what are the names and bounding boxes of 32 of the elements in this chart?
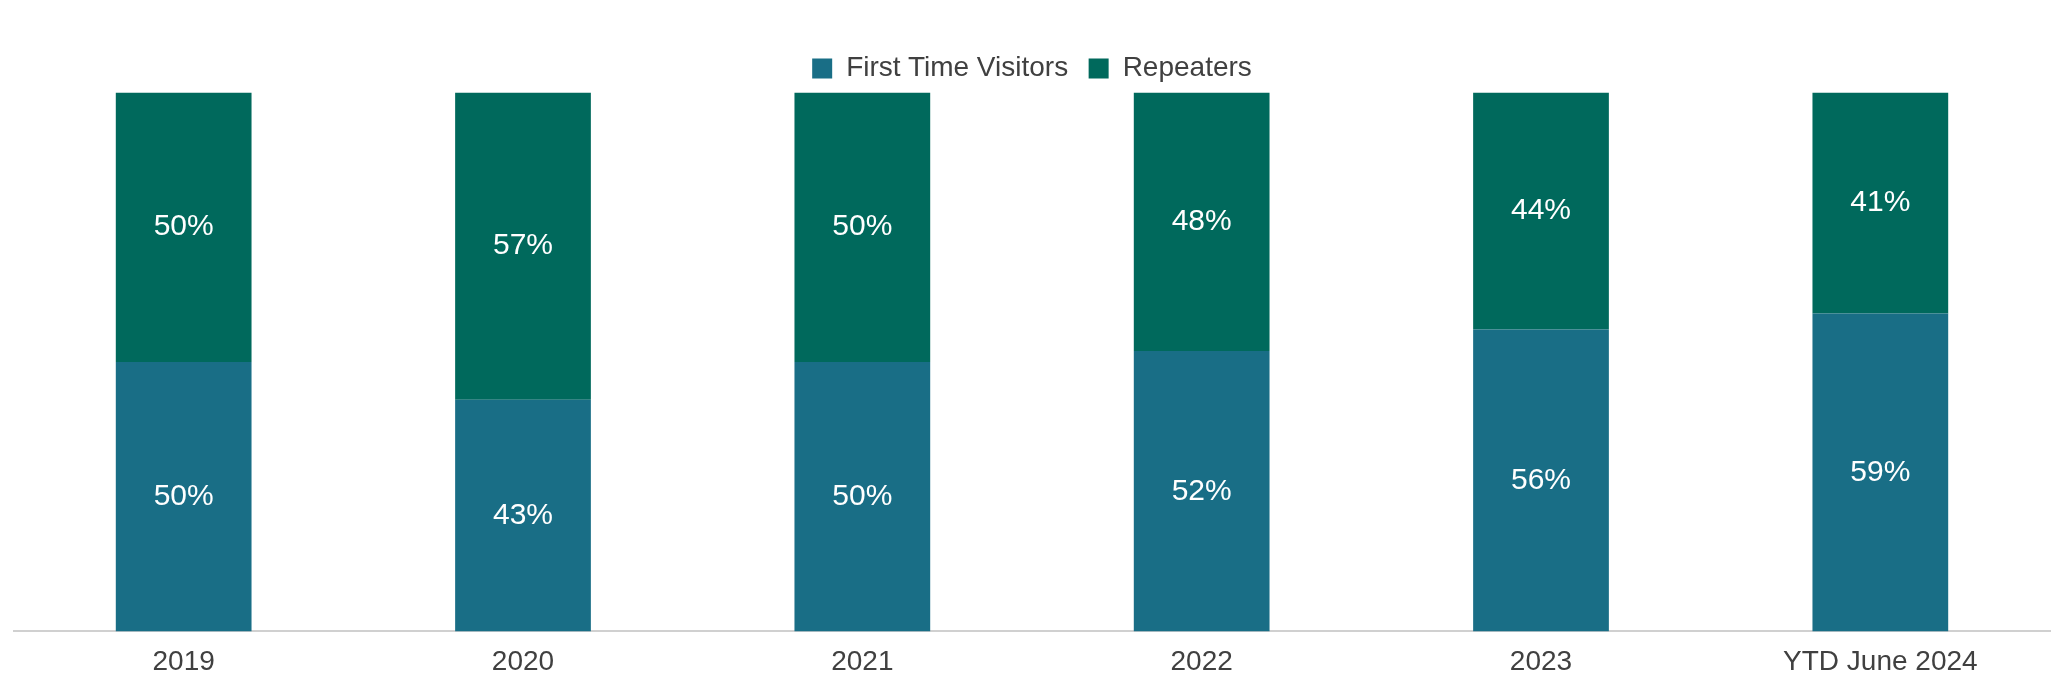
bar [1812, 313, 1949, 632]
bar [1473, 92, 1609, 330]
x-tick-label: YTD June 2024 [1783, 644, 1978, 676]
data-label: 50% [832, 208, 893, 242]
bar [455, 399, 591, 632]
legend-label: First Time Visitors [846, 51, 1069, 83]
bar [1473, 329, 1609, 632]
bar [115, 361, 252, 632]
data-label: 41% [1850, 184, 1911, 218]
bar [794, 92, 931, 362]
data-label: 48% [1171, 203, 1232, 237]
x-tick-label: 2021 [831, 644, 894, 676]
data-label: 50% [153, 208, 214, 242]
bar [1812, 92, 1949, 314]
data-label: 50% [153, 477, 214, 511]
bar [455, 92, 591, 400]
x-tick-label: 2019 [152, 644, 215, 676]
legend-label: Repeaters [1122, 51, 1252, 83]
data-label: 52% [1171, 472, 1232, 506]
data-label: 57% [492, 227, 554, 261]
x-tick-label: 2022 [1170, 644, 1233, 676]
bar [115, 92, 252, 362]
data-label: 50% [832, 477, 893, 511]
data-label: 59% [1850, 453, 1911, 487]
x-tick-label: 2023 [1509, 644, 1573, 676]
data-label: 56% [1510, 461, 1572, 495]
bar [794, 361, 931, 632]
data-label: 43% [492, 496, 554, 530]
x-tick-label: 2020 [491, 644, 555, 676]
data-label: 44% [1510, 192, 1572, 226]
bar [1133, 92, 1270, 352]
bar [1133, 351, 1270, 632]
